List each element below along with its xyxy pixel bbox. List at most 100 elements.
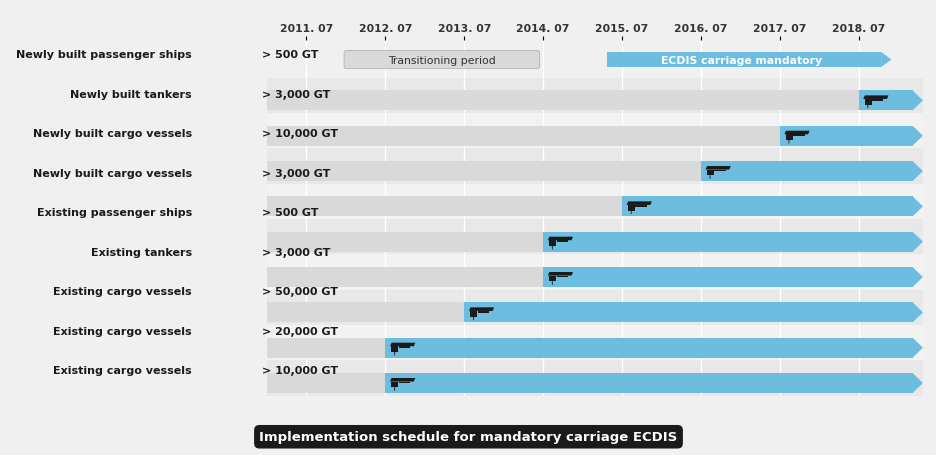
Polygon shape xyxy=(477,311,489,313)
Polygon shape xyxy=(551,282,552,285)
Bar xyxy=(622,197,912,217)
Polygon shape xyxy=(470,311,476,317)
Polygon shape xyxy=(399,382,410,384)
Polygon shape xyxy=(394,388,395,391)
Bar xyxy=(267,373,385,393)
Polygon shape xyxy=(912,162,922,182)
Bar xyxy=(385,373,912,393)
Polygon shape xyxy=(626,202,651,206)
Polygon shape xyxy=(635,206,642,207)
Text: Existing tankers: Existing tankers xyxy=(91,248,192,257)
Bar xyxy=(267,126,779,147)
Polygon shape xyxy=(627,206,635,211)
Polygon shape xyxy=(548,273,573,276)
Bar xyxy=(267,162,700,182)
Polygon shape xyxy=(399,347,406,348)
Polygon shape xyxy=(793,135,804,136)
Polygon shape xyxy=(912,373,922,393)
Polygon shape xyxy=(783,131,809,135)
FancyBboxPatch shape xyxy=(344,51,539,70)
Polygon shape xyxy=(399,382,406,384)
Bar xyxy=(267,268,543,287)
Bar xyxy=(267,361,922,396)
Polygon shape xyxy=(399,347,402,348)
Text: > 500 GT: > 500 GT xyxy=(262,50,318,60)
Text: > 3,000 GT: > 3,000 GT xyxy=(262,90,330,100)
Text: Newly built passenger ships: Newly built passenger ships xyxy=(16,50,192,60)
Text: > 3,000 GT: > 3,000 GT xyxy=(262,248,330,257)
Polygon shape xyxy=(635,206,638,207)
Polygon shape xyxy=(556,276,563,278)
Text: > 20,000 GT: > 20,000 GT xyxy=(262,326,338,336)
Bar xyxy=(267,197,622,217)
Polygon shape xyxy=(713,170,725,172)
Text: > 10,000 GT: > 10,000 GT xyxy=(262,366,338,375)
Text: Transitioning period: Transitioning period xyxy=(388,56,495,66)
Polygon shape xyxy=(635,206,646,207)
Bar xyxy=(267,114,922,149)
Polygon shape xyxy=(551,247,552,250)
Polygon shape xyxy=(477,311,485,313)
Bar xyxy=(543,268,912,287)
Text: > 50,000 GT: > 50,000 GT xyxy=(262,287,338,297)
Polygon shape xyxy=(468,308,493,311)
Polygon shape xyxy=(706,170,713,176)
Bar xyxy=(267,303,463,323)
Bar xyxy=(267,255,922,290)
Text: Existing cargo vessels: Existing cargo vessels xyxy=(53,326,192,336)
Text: Newly built cargo vessels: Newly built cargo vessels xyxy=(33,168,192,178)
Polygon shape xyxy=(912,197,922,217)
Bar xyxy=(267,91,857,111)
Polygon shape xyxy=(399,347,410,348)
Text: ECDIS carriage mandatory: ECDIS carriage mandatory xyxy=(660,56,821,66)
Polygon shape xyxy=(630,211,631,215)
Bar xyxy=(267,338,385,358)
Polygon shape xyxy=(548,237,573,241)
Bar xyxy=(267,79,922,114)
Polygon shape xyxy=(880,53,890,68)
Polygon shape xyxy=(784,135,792,141)
Polygon shape xyxy=(548,276,556,282)
Polygon shape xyxy=(871,100,883,101)
Polygon shape xyxy=(477,311,481,313)
Polygon shape xyxy=(793,135,800,136)
Text: Newly built tankers: Newly built tankers xyxy=(70,90,192,100)
Polygon shape xyxy=(871,100,875,101)
Polygon shape xyxy=(391,382,398,388)
Text: Newly built cargo vessels: Newly built cargo vessels xyxy=(33,129,192,139)
Polygon shape xyxy=(389,378,415,382)
Bar xyxy=(267,149,922,184)
Bar xyxy=(267,290,922,325)
Polygon shape xyxy=(548,241,556,247)
Polygon shape xyxy=(862,96,887,100)
Bar xyxy=(267,325,922,361)
Polygon shape xyxy=(705,167,730,170)
Polygon shape xyxy=(556,241,560,243)
Text: > 500 GT: > 500 GT xyxy=(262,208,318,218)
Polygon shape xyxy=(399,382,402,384)
Bar xyxy=(385,338,912,358)
Polygon shape xyxy=(556,241,567,243)
Bar xyxy=(463,303,912,323)
Polygon shape xyxy=(871,100,879,101)
Bar xyxy=(267,220,922,255)
Bar xyxy=(700,162,912,182)
Polygon shape xyxy=(912,303,922,323)
Bar xyxy=(857,91,912,111)
Text: > 10,000 GT: > 10,000 GT xyxy=(262,129,338,139)
Polygon shape xyxy=(713,170,717,172)
Polygon shape xyxy=(556,241,563,243)
Text: Existing cargo vessels: Existing cargo vessels xyxy=(53,366,192,375)
Text: Implementation schedule for mandatory carriage ECDIS: Implementation schedule for mandatory ca… xyxy=(259,430,677,443)
Polygon shape xyxy=(391,347,398,352)
Polygon shape xyxy=(787,141,789,144)
Polygon shape xyxy=(556,276,567,278)
Polygon shape xyxy=(912,126,922,147)
Polygon shape xyxy=(793,135,797,136)
Polygon shape xyxy=(867,106,868,109)
Polygon shape xyxy=(394,352,395,356)
Polygon shape xyxy=(713,170,721,172)
Polygon shape xyxy=(556,276,560,278)
Bar xyxy=(267,184,922,220)
Bar xyxy=(267,232,543,252)
